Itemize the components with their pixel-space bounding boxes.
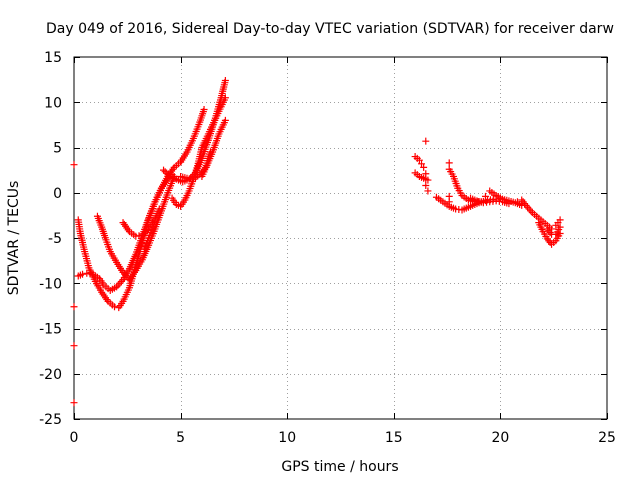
data-point-interp: [525, 205, 533, 213]
data-point-interp: [163, 169, 171, 177]
x-tick-label: 20: [491, 430, 509, 446]
data-point: [111, 303, 119, 311]
y-axis-label: SDTVAR / TECUs: [6, 181, 22, 296]
y-tick-label: 5: [53, 141, 62, 157]
data-point: [556, 223, 564, 231]
data-point: [424, 176, 432, 184]
data-point: [70, 161, 78, 169]
data-point: [556, 216, 564, 224]
data-point: [221, 116, 229, 124]
y-tick-label: 10: [44, 95, 62, 111]
data-point: [445, 198, 453, 206]
x-tick-label: 10: [278, 430, 296, 446]
data-point: [70, 399, 78, 407]
y-tick-label: 15: [44, 50, 62, 66]
data-point: [138, 231, 146, 239]
data-point: [422, 170, 430, 178]
data-point: [70, 342, 78, 350]
data-point: [206, 148, 214, 156]
y-tick-label: 0: [53, 186, 62, 202]
data-point: [424, 187, 432, 195]
data-point-interp: [116, 279, 124, 287]
data-point: [445, 159, 453, 167]
axis-ticks: 0 5 10 15 20 25 -25 -20 -15 -10 -5 0 5 10 15: [39, 50, 616, 446]
data-point-interp: [164, 171, 172, 179]
data-point-interp: [140, 230, 148, 238]
y-tick-label: -20: [39, 367, 62, 383]
data-point: [420, 163, 428, 171]
data-point-interp: [143, 227, 151, 235]
y-tick-label: -15: [39, 322, 62, 338]
data-point: [79, 270, 87, 278]
data-point: [151, 218, 159, 226]
data-point: [422, 137, 430, 145]
x-axis-label: GPS time / hours: [281, 459, 398, 475]
data-point: [160, 166, 168, 174]
y-tick-label: -5: [48, 231, 62, 247]
y-tick-label: -10: [39, 276, 62, 292]
data-point: [221, 77, 229, 85]
data-point-interp: [161, 168, 169, 176]
x-tick-label: 0: [70, 430, 79, 446]
y-tick-label: -25: [39, 412, 62, 428]
data-point: [415, 156, 423, 164]
grid-lines: [74, 57, 607, 419]
x-tick-label: 5: [176, 430, 185, 446]
data-point: [70, 303, 78, 311]
data-point: [481, 192, 489, 200]
x-tick-label: 25: [598, 430, 616, 446]
data-point: [418, 160, 426, 168]
data-point: [513, 198, 521, 206]
data-point: [200, 105, 208, 113]
data-points: [70, 77, 564, 407]
data-point: [155, 205, 163, 213]
data-point: [221, 94, 229, 102]
data-point-interp: [527, 207, 535, 215]
x-tick-label: 15: [385, 430, 403, 446]
chart-title: Day 049 of 2016, Sidereal Day-to-day VTE…: [46, 21, 614, 37]
data-point: [422, 182, 430, 190]
